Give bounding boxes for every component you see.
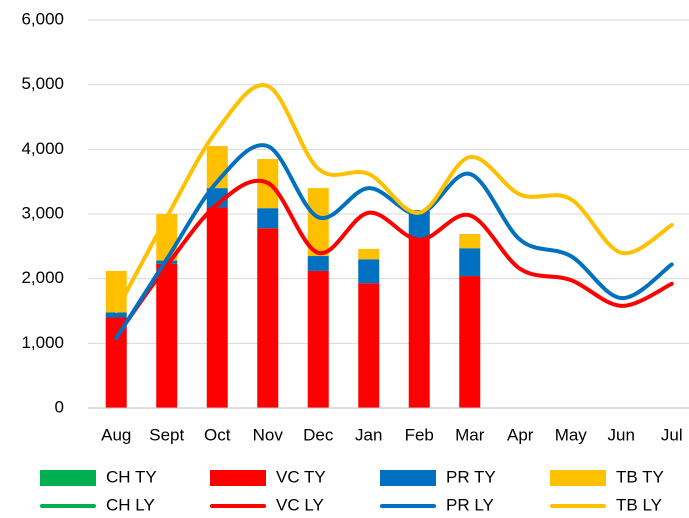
legend-swatch <box>550 470 606 486</box>
x-tick-label: Feb <box>405 425 434 444</box>
bar <box>459 234 481 249</box>
legend-label: PR TY <box>446 467 496 486</box>
bar <box>206 188 228 208</box>
line <box>114 83 674 313</box>
legend-swatch <box>40 470 96 486</box>
x-tick-label: Jan <box>355 425 382 444</box>
legend-swatch <box>210 470 266 486</box>
x-tick-label: Jun <box>608 425 635 444</box>
bar <box>257 228 279 408</box>
bar <box>307 256 329 271</box>
bar <box>257 208 279 229</box>
bar <box>206 207 228 408</box>
x-tick-label: Nov <box>253 425 284 444</box>
bar <box>307 270 329 408</box>
x-tick-label: Sept <box>149 425 184 444</box>
x-tick-label: Jul <box>661 425 683 444</box>
bar <box>408 210 430 238</box>
x-tick-label: May <box>555 425 588 444</box>
x-tick-label: Apr <box>507 425 534 444</box>
bar <box>459 276 481 408</box>
legend-label: VC TY <box>276 467 326 486</box>
legend-swatch <box>380 470 436 486</box>
x-tick-label: Dec <box>303 425 334 444</box>
legend-label: TB LY <box>616 495 662 514</box>
bar <box>105 317 127 408</box>
bar <box>156 263 178 408</box>
y-tick-label: 1,000 <box>21 333 64 352</box>
y-tick-label: 2,000 <box>21 268 64 287</box>
bar <box>408 237 430 408</box>
y-tick-label: 6,000 <box>21 9 64 28</box>
y-tick-label: 0 <box>55 397 64 416</box>
bar <box>358 259 380 284</box>
x-tick-label: Mar <box>455 425 485 444</box>
x-tick-label: Oct <box>204 425 231 444</box>
bar <box>105 270 127 313</box>
legend-label: CH TY <box>106 467 157 486</box>
bar <box>459 248 481 277</box>
y-tick-label: 3,000 <box>21 203 64 222</box>
bar <box>307 188 329 257</box>
legend-label: CH LY <box>106 495 155 514</box>
y-tick-label: 4,000 <box>21 139 64 158</box>
y-tick-label: 5,000 <box>21 74 64 93</box>
line <box>114 143 674 341</box>
line <box>114 178 674 339</box>
bar <box>358 283 380 408</box>
bar <box>105 312 127 318</box>
legend-label: TB TY <box>616 467 664 486</box>
bar <box>358 248 380 260</box>
x-tick-label: Aug <box>101 425 131 444</box>
legend-label: VC LY <box>276 495 324 514</box>
legend-label: PR LY <box>446 495 494 514</box>
